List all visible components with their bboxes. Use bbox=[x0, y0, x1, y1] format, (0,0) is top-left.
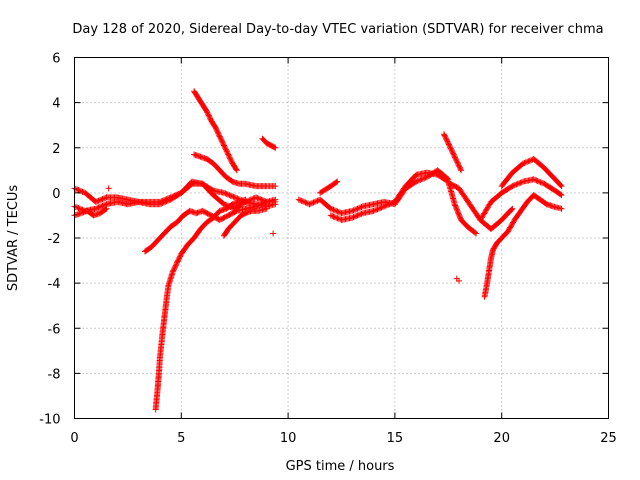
x-tick-label: 25 bbox=[600, 431, 617, 446]
series-arc-i bbox=[259, 135, 279, 151]
point-marks bbox=[447, 180, 516, 232]
point-marks bbox=[191, 151, 279, 190]
grid bbox=[74, 57, 609, 419]
series-arc-o bbox=[481, 192, 565, 300]
series-arc-d bbox=[142, 196, 279, 255]
point-marks bbox=[327, 169, 480, 237]
series-arc-e bbox=[152, 196, 249, 413]
series-arc-f bbox=[221, 205, 270, 239]
x-tick-label: 15 bbox=[387, 431, 404, 446]
point-marks bbox=[191, 88, 240, 174]
series-arc-p bbox=[498, 156, 565, 190]
y-tick-label: -6 bbox=[48, 322, 61, 337]
series-arc-k bbox=[327, 169, 480, 237]
point-marks bbox=[259, 135, 279, 151]
point-marks bbox=[221, 205, 270, 239]
series-arc-g bbox=[191, 88, 240, 174]
y-tick-label: 4 bbox=[52, 97, 60, 112]
y-tick-label: -10 bbox=[39, 413, 60, 428]
point-marks bbox=[105, 185, 462, 284]
y-tick-label: -8 bbox=[48, 367, 61, 382]
axis-ticks: 0 5 10 15 20 25 -10 -8 -6 -4 -2 0 2 4 6 bbox=[39, 52, 617, 447]
point-marks bbox=[441, 131, 465, 174]
chart-title: Day 128 of 2020, Sidereal Day-to-day VTE… bbox=[72, 22, 603, 37]
point-marks bbox=[498, 156, 565, 190]
series-isolated bbox=[105, 185, 462, 284]
data-points bbox=[71, 88, 565, 413]
y-axis-label: SDTVAR / TECUs bbox=[6, 185, 21, 292]
y-tick-label: 6 bbox=[52, 52, 60, 67]
point-marks bbox=[481, 192, 565, 300]
point-marks bbox=[152, 196, 249, 413]
y-tick-label: 0 bbox=[52, 187, 60, 202]
y-tick-label: 2 bbox=[52, 142, 60, 157]
x-tick-label: 20 bbox=[493, 431, 510, 446]
series-arc-h bbox=[191, 151, 279, 190]
series-arc-n bbox=[477, 176, 565, 223]
series-arc-q bbox=[447, 180, 516, 232]
x-tick-label: 5 bbox=[177, 431, 185, 446]
point-marks bbox=[317, 178, 341, 196]
y-tick-label: -2 bbox=[48, 232, 61, 247]
x-axis-label: GPS time / hours bbox=[286, 459, 395, 474]
series-arc-l bbox=[317, 178, 341, 196]
point-marks bbox=[142, 196, 279, 255]
x-tick-label: 0 bbox=[70, 431, 78, 446]
point-marks bbox=[477, 176, 565, 223]
y-tick-label: -4 bbox=[48, 277, 61, 292]
x-tick-label: 10 bbox=[280, 431, 297, 446]
series-arc-m bbox=[441, 131, 465, 174]
